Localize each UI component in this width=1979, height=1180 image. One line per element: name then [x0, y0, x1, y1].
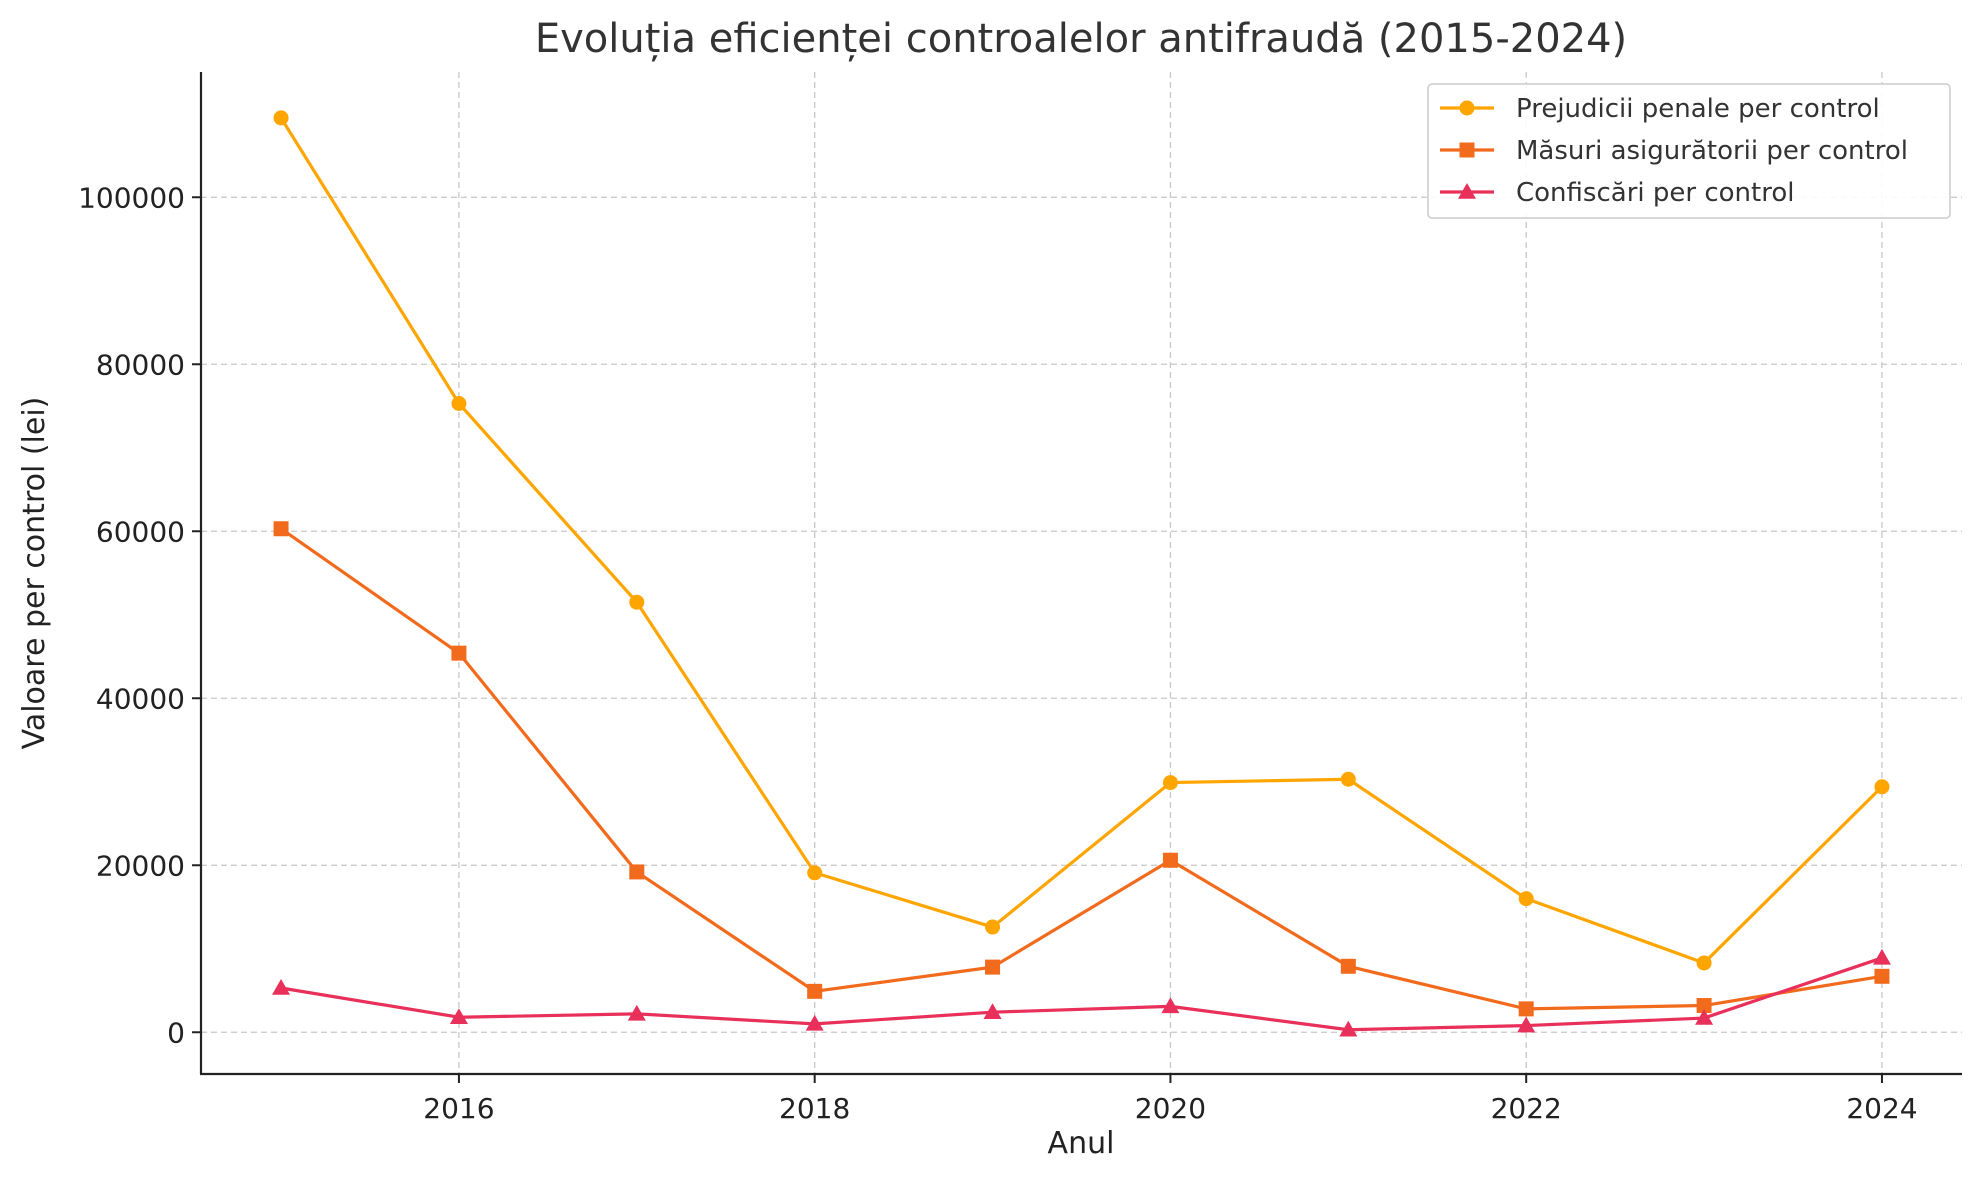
data-point-marker	[1874, 779, 1890, 795]
y-tick-label: 0	[167, 1016, 185, 1049]
data-point-marker	[1161, 997, 1180, 1014]
data-point-marker	[449, 1008, 468, 1024]
data-point-marker	[273, 110, 289, 126]
data-point-marker	[807, 865, 823, 881]
y-tick-label: 60000	[96, 515, 185, 548]
x-tick-label: 2022	[1491, 1092, 1562, 1125]
y-tick-label: 40000	[96, 682, 185, 715]
data-point-marker	[1696, 955, 1712, 971]
data-point-marker	[1340, 958, 1356, 974]
legend: Prejudicii penale per control Măsuri asig…	[1427, 83, 1951, 219]
axis-ticks: 2016 2018 2020 2022 2024 0 20000 40000 60000 8000…	[78, 181, 1917, 1125]
legend-marker	[1458, 183, 1476, 199]
data-point-marker	[451, 395, 467, 411]
data-point-marker	[272, 978, 291, 995]
chart-title: Evoluția eficienței controalelor antifra…	[535, 16, 1627, 62]
data-point-marker	[1696, 998, 1712, 1014]
series-3	[272, 948, 1891, 1037]
data-point-marker	[1872, 948, 1891, 965]
x-tick-label: 2016	[423, 1092, 494, 1125]
series-line	[280, 527, 1883, 1011]
x-tick-label: 2018	[779, 1092, 850, 1125]
series-line	[280, 956, 1883, 1032]
data-point-marker	[629, 594, 645, 610]
data-point-marker	[983, 1003, 1002, 1019]
y-tick-label: 80000	[96, 348, 185, 381]
data-point-marker	[1518, 1001, 1534, 1017]
data-point-marker	[1162, 775, 1178, 791]
series-line	[279, 117, 1884, 965]
y-tick-label: 20000	[96, 849, 185, 882]
data-point-marker	[805, 1014, 824, 1031]
series-layer	[272, 110, 1891, 1037]
grid-lines	[201, 72, 1962, 1074]
data-point-marker	[1339, 1020, 1358, 1037]
x-axis-label: Anul	[1048, 1126, 1115, 1161]
data-point-marker	[807, 983, 823, 999]
data-point-marker	[1340, 771, 1356, 787]
data-point-marker	[985, 959, 1001, 975]
x-tick-label: 2024	[1846, 1092, 1917, 1125]
data-point-marker	[1517, 1016, 1536, 1033]
data-point-marker	[1695, 1009, 1714, 1025]
y-axis-label: Valoare per control (lei)	[17, 397, 52, 750]
data-point-marker	[985, 919, 1001, 935]
legend-label: Prejudicii penale per control	[1516, 94, 1880, 124]
legend-entry: Prejudicii penale per control	[1440, 94, 1880, 124]
series-1	[273, 110, 1890, 971]
data-point-marker	[627, 1004, 646, 1021]
legend-marker	[1459, 100, 1475, 116]
data-point-marker	[1874, 968, 1890, 984]
legend-marker	[1459, 142, 1475, 158]
x-tick-label: 2020	[1135, 1092, 1206, 1125]
data-point-marker	[451, 645, 467, 661]
legend-box	[1427, 83, 1951, 219]
series-2	[273, 521, 1890, 1017]
legend-entry: Confiscări per control	[1440, 178, 1794, 208]
data-point-marker	[1518, 891, 1534, 907]
y-tick-label: 100000	[78, 181, 185, 214]
data-point-marker	[273, 521, 289, 537]
legend-label: Măsuri asigurătorii per control	[1516, 136, 1908, 166]
legend-entry: Măsuri asigurătorii per control	[1440, 136, 1908, 166]
data-point-marker	[1162, 852, 1178, 868]
legend-label: Confiscări per control	[1516, 178, 1794, 208]
data-point-marker	[629, 864, 645, 880]
